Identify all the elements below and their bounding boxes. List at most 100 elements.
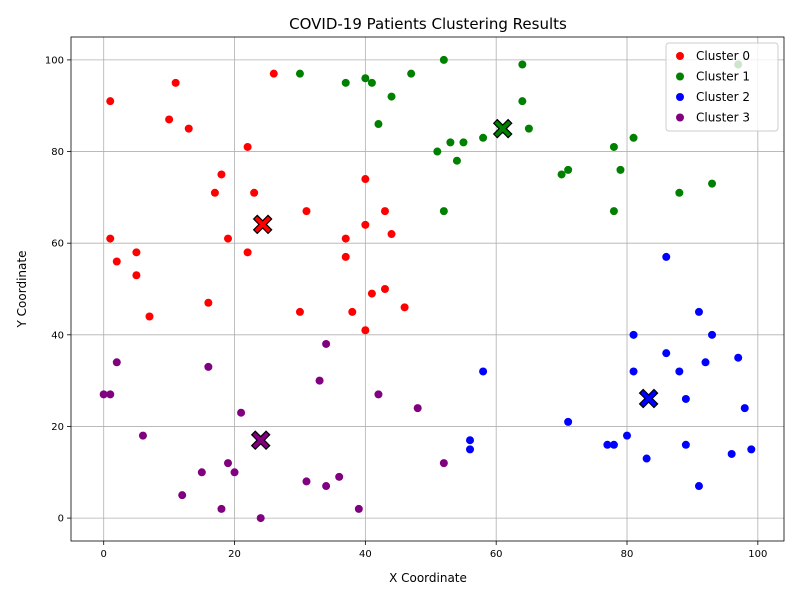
cluster-3-point bbox=[112, 358, 121, 367]
legend-label-cluster-0: Cluster 0 bbox=[696, 49, 750, 63]
legend: Cluster 0 Cluster 1 Cluster 2 Cluster 3 bbox=[665, 42, 779, 132]
legend-label-cluster-3: Cluster 3 bbox=[696, 111, 750, 125]
cluster-2-point bbox=[701, 358, 710, 367]
cluster-3-point bbox=[354, 504, 363, 513]
cluster-0-point bbox=[380, 207, 389, 216]
cluster-0-point bbox=[106, 234, 115, 243]
cluster-0-point bbox=[204, 298, 213, 307]
cluster-1-point bbox=[446, 138, 455, 147]
cluster-0-point bbox=[250, 188, 259, 197]
centroids bbox=[250, 118, 659, 451]
cluster-1-point bbox=[439, 207, 448, 216]
x-axis-ticks: 0 20 40 60 80 100 bbox=[101, 541, 767, 560]
cluster-0-point bbox=[243, 142, 252, 151]
cluster-3-point bbox=[256, 514, 265, 523]
cluster-2-point bbox=[662, 349, 671, 358]
x-tick-label: 20 bbox=[228, 549, 241, 560]
cluster-2-point bbox=[740, 404, 749, 413]
cluster-3-point bbox=[322, 339, 331, 348]
y-axis-label: Y Coordinate bbox=[15, 251, 29, 329]
cluster-3-centroid bbox=[250, 430, 271, 451]
cluster-0-point bbox=[145, 312, 154, 321]
cluster-0-point bbox=[223, 234, 232, 243]
cluster-0-point bbox=[380, 285, 389, 293]
y-axis-ticks: 0 20 40 60 80 100 bbox=[45, 55, 71, 525]
cluster-3-point bbox=[230, 468, 239, 477]
cluster-2-point bbox=[466, 436, 475, 445]
cluster-3-point bbox=[178, 491, 187, 500]
cluster-1-point bbox=[374, 120, 383, 129]
cluster-2-point bbox=[681, 394, 690, 403]
cluster-0-point bbox=[106, 97, 115, 106]
cluster-0-point bbox=[348, 307, 357, 316]
legend-box bbox=[665, 42, 779, 132]
cluster-1-point bbox=[524, 124, 533, 133]
cluster-1-point bbox=[459, 138, 468, 147]
y-tick-label: 40 bbox=[51, 330, 64, 341]
legend-marker-cluster-1 bbox=[676, 72, 684, 81]
cluster-0-centroid bbox=[252, 214, 273, 235]
cluster-0-point bbox=[361, 175, 370, 184]
y-tick-label: 20 bbox=[51, 422, 64, 433]
cluster-0-point bbox=[243, 248, 252, 257]
cluster-0-point bbox=[112, 257, 121, 266]
cluster-1-point bbox=[452, 156, 461, 165]
cluster-1-point bbox=[609, 207, 618, 216]
cluster-2-point bbox=[694, 307, 703, 316]
cluster-0-point bbox=[400, 303, 409, 312]
x-axis-label: X Coordinate bbox=[389, 571, 467, 585]
cluster-2-point bbox=[466, 445, 475, 454]
cluster-2-point bbox=[603, 440, 612, 449]
cluster-1-point bbox=[629, 133, 638, 142]
cluster-1-point bbox=[387, 92, 396, 101]
cluster-2-point bbox=[609, 440, 618, 449]
cluster-1-point bbox=[609, 142, 618, 151]
cluster-0-point bbox=[184, 124, 193, 133]
cluster-0-point bbox=[361, 220, 370, 229]
cluster-0-point bbox=[361, 326, 370, 335]
cluster-3-point bbox=[223, 459, 232, 468]
cluster-2-point bbox=[629, 330, 638, 339]
cluster-1-point bbox=[616, 165, 625, 174]
legend-marker-cluster-2 bbox=[676, 93, 684, 101]
x-tick-label: 0 bbox=[101, 549, 107, 560]
cluster-0-point bbox=[165, 115, 174, 124]
cluster-1-point bbox=[518, 97, 527, 106]
cluster-0-point bbox=[210, 188, 219, 197]
cluster-2-point bbox=[479, 367, 488, 376]
cluster-1-point bbox=[439, 55, 448, 64]
y-tick-label: 100 bbox=[45, 55, 64, 66]
plot-frame bbox=[70, 36, 785, 542]
cluster-2-point bbox=[681, 440, 690, 449]
cluster-2-point bbox=[694, 482, 703, 491]
cluster-0-point bbox=[302, 207, 311, 216]
y-tick-label: 80 bbox=[51, 147, 64, 158]
y-tick-label: 0 bbox=[58, 514, 64, 525]
cluster-3-point bbox=[315, 376, 324, 385]
cluster-2-centroid bbox=[638, 388, 659, 409]
cluster-0-point bbox=[132, 271, 141, 280]
legend-marker-cluster-0 bbox=[676, 52, 684, 60]
x-tick-label: 40 bbox=[359, 549, 372, 560]
legend-label-cluster-1: Cluster 1 bbox=[696, 70, 750, 84]
cluster-3-point bbox=[197, 468, 206, 477]
y-tick-label: 60 bbox=[51, 239, 64, 250]
cluster-3-point bbox=[106, 390, 115, 399]
cluster-3-point bbox=[413, 404, 422, 413]
grid bbox=[71, 37, 784, 541]
legend-label-cluster-2: Cluster 2 bbox=[696, 90, 750, 104]
cluster-1-point bbox=[708, 179, 717, 188]
cluster-3-point bbox=[217, 504, 226, 513]
cluster-0-point bbox=[367, 289, 376, 298]
cluster-2-point bbox=[734, 353, 743, 362]
cluster-1-point bbox=[341, 78, 350, 87]
cluster-1-point bbox=[361, 74, 370, 83]
cluster-3-point bbox=[335, 472, 344, 481]
cluster-0-point bbox=[387, 230, 396, 239]
cluster-3-point bbox=[138, 431, 147, 440]
cluster-2-point bbox=[727, 449, 736, 458]
cluster-0-point bbox=[341, 252, 350, 261]
cluster-3-point bbox=[439, 459, 448, 468]
legend-marker-cluster-3 bbox=[676, 113, 684, 122]
cluster-1-point bbox=[433, 147, 442, 156]
